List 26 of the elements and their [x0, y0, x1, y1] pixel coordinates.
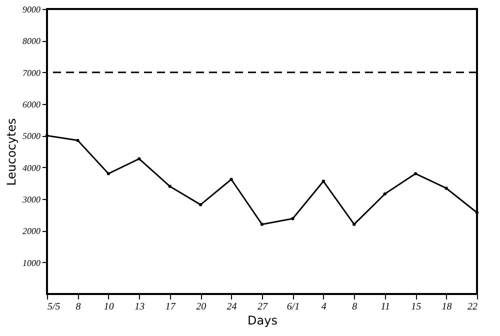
x-tick-label: 22 — [468, 302, 478, 312]
y-tick-label: 4000 — [22, 162, 41, 173]
y-axis-title: Leucocytes — [4, 118, 18, 186]
x-tick-label: 13 — [134, 302, 145, 312]
x-tick-label: 24 — [226, 302, 237, 312]
x-tick-label: 11 — [380, 302, 390, 312]
x-tick-label: 10 — [104, 302, 114, 312]
x-tick-label: 27 — [258, 302, 268, 312]
y-tick-label: 8000 — [22, 36, 41, 46]
y-tick-label: 9000 — [22, 4, 41, 14]
x-tick-label: 15 — [411, 302, 422, 312]
x-tick-label: 5/5 — [48, 302, 60, 312]
y-tick-label: 1000 — [22, 258, 41, 268]
x-tick-label: 6/1 — [286, 302, 300, 312]
y-tick-label: 6000 — [22, 100, 41, 110]
x-tick-label: 20 — [196, 302, 206, 312]
x-tick-label: 18 — [442, 302, 452, 312]
x-tick-label: 17 — [165, 302, 176, 312]
y-tick-label: 5000 — [22, 131, 41, 142]
x-tick-label: 8 — [352, 302, 358, 312]
y-tick-label: 2000 — [22, 226, 41, 236]
y-tick-label: 3000 — [22, 194, 41, 204]
y-tick-label: 7000 — [22, 68, 41, 78]
x-tick-label: 4 — [321, 302, 326, 312]
x-tick-label: 8 — [76, 302, 81, 312]
x-axis-title: Days — [248, 314, 278, 328]
